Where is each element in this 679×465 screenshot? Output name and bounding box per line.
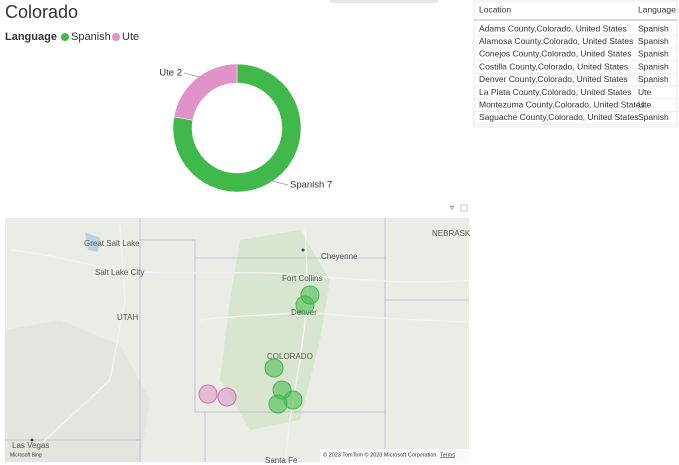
terms-link[interactable]: Terms xyxy=(440,452,455,458)
map: Great Salt Lake Salt Lake City UTAH Cheyenn… xyxy=(5,218,471,465)
column-header: Language xyxy=(638,4,676,14)
legend-swatch xyxy=(112,33,120,41)
map-bubbles xyxy=(198,285,320,414)
map-label: Salt Lake City xyxy=(95,268,144,277)
state-borders xyxy=(5,218,469,462)
city-dot xyxy=(30,438,34,442)
column-header: Location xyxy=(479,4,511,14)
table-cell: Adams County,Colorado, United States xyxy=(479,23,627,33)
table-cell: Ute xyxy=(638,87,652,97)
table-cell: Ute xyxy=(638,99,652,109)
legend-swatch xyxy=(61,33,69,41)
donut-slice[interactable] xyxy=(172,63,302,193)
data-label: Spanish 7 xyxy=(290,180,332,191)
map-label: Cheyenne xyxy=(321,252,358,261)
table-cell: Saguache County,Colorado, United States xyxy=(479,112,639,122)
map-bubble[interactable] xyxy=(295,295,315,315)
terrain xyxy=(5,320,150,462)
page-title: Colorado xyxy=(5,2,78,22)
attribution-bg xyxy=(320,449,469,462)
focus-icon[interactable] xyxy=(460,204,468,212)
map-label: NEBRASK xyxy=(432,229,471,238)
table-cell: Montezuma County,Colorado, United States xyxy=(479,99,645,109)
lake xyxy=(85,232,100,252)
table-cell: Spanish xyxy=(638,61,669,71)
table-frame xyxy=(473,0,678,128)
table-cell: Spanish xyxy=(638,23,669,33)
table-cell: Costilla County,Colorado, United States xyxy=(479,61,628,71)
data-label: Ute 2 xyxy=(159,68,182,79)
legend-title: Language xyxy=(5,31,57,43)
table: Location Language Adams County,Colorado, U… xyxy=(473,0,678,128)
table-cell: Denver County,Colorado, United States xyxy=(479,74,628,84)
table-cell: Spanish xyxy=(638,112,669,122)
provider-logo: Microsoft Bing xyxy=(10,452,42,458)
table-cell: Alamosa County,Colorado, United States xyxy=(479,36,633,46)
legend-entry: Spanish xyxy=(71,31,111,43)
table-cell: Spanish xyxy=(638,74,669,84)
map-label: Great Salt Lake xyxy=(84,239,140,248)
attribution: © 2023 TomTom © 2023 Microsoft Corporati… xyxy=(323,451,436,458)
roads xyxy=(9,224,470,463)
terrain xyxy=(220,230,330,430)
leader-line xyxy=(267,179,289,186)
map-label: Fort Collins xyxy=(282,274,322,283)
leader-line xyxy=(183,72,204,79)
map-bubble[interactable] xyxy=(198,384,218,404)
table-cell: La Plata County,Colorado, United States xyxy=(479,87,631,97)
legend-entry: Ute xyxy=(122,31,139,43)
map-label: Las Vegas xyxy=(12,441,49,450)
table-cell: Conejos County,Colorado, United States xyxy=(479,49,631,59)
map-label: COLORADO xyxy=(267,352,313,361)
donut-chart xyxy=(172,63,302,193)
table-cell: Spanish xyxy=(638,49,669,59)
map-label: UTAH xyxy=(117,313,138,322)
map-label: Santa Fe xyxy=(265,456,298,465)
table-cell: Spanish xyxy=(638,36,669,46)
slicer-bar xyxy=(330,0,438,3)
city-dot xyxy=(301,248,305,252)
map-bubble[interactable] xyxy=(264,358,284,378)
map-bubble[interactable] xyxy=(217,387,237,407)
donut-slice[interactable] xyxy=(173,63,238,121)
filter-icon[interactable]: ▿ xyxy=(450,203,454,212)
map-bubble[interactable] xyxy=(268,394,288,414)
